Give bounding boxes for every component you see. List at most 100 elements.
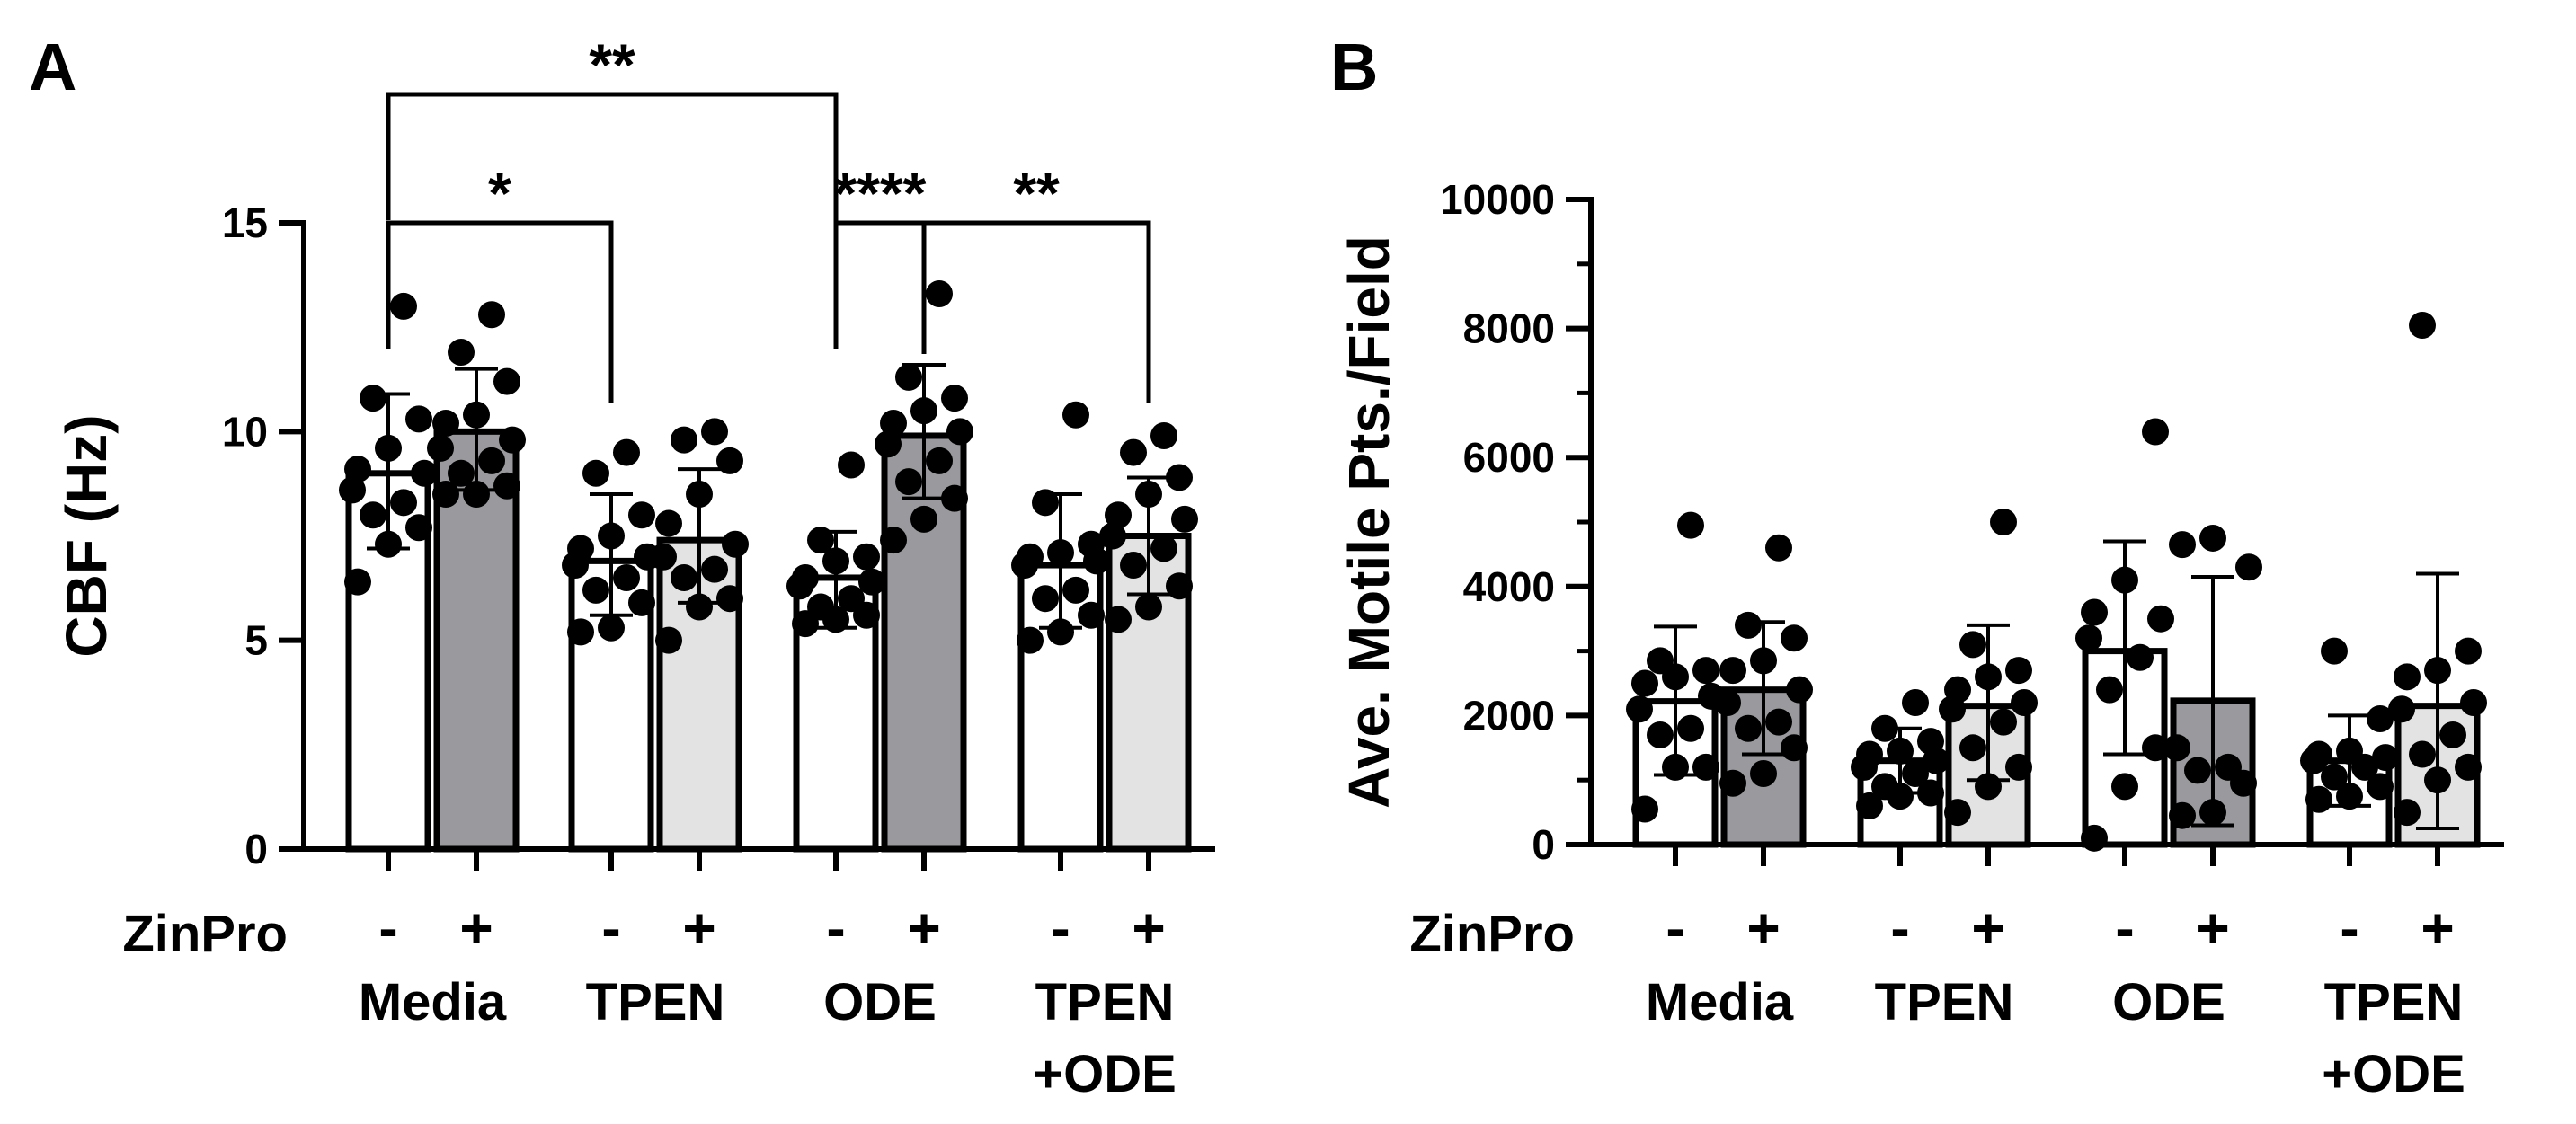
- data-point: [2081, 825, 2108, 852]
- data-point: [716, 447, 743, 474]
- data-point: [1871, 715, 1898, 742]
- data-point: [792, 564, 819, 591]
- data-point: [2096, 677, 2123, 704]
- data-point: [1781, 624, 1808, 651]
- group-label: Media: [359, 973, 507, 1031]
- group-label: Media: [1646, 973, 1794, 1031]
- data-point: [1735, 715, 1762, 742]
- data-point: [910, 397, 937, 424]
- data-point: [1856, 740, 1883, 767]
- data-point: [1902, 689, 1929, 716]
- group-label: TPEN: [586, 973, 725, 1031]
- data-point: [1765, 709, 1792, 736]
- data-point: [2199, 799, 2226, 826]
- data-point: [1959, 631, 1986, 658]
- data-point: [2142, 418, 2169, 445]
- significance-stars: **: [589, 31, 635, 98]
- data-point: [701, 556, 728, 583]
- data-point: [2394, 663, 2421, 690]
- group-label: +ODE: [2322, 1045, 2465, 1103]
- data-point: [360, 501, 386, 528]
- group-label: TPEN: [1035, 973, 1175, 1031]
- data-point: [2169, 802, 2196, 829]
- data-point: [2439, 721, 2466, 748]
- bracket-line: [836, 223, 924, 354]
- data-point: [1662, 754, 1689, 781]
- data-point: [807, 593, 834, 620]
- data-point: [2169, 531, 2196, 558]
- zinpro-sign: -: [601, 896, 620, 960]
- data-point: [941, 485, 968, 512]
- data-point: [390, 293, 417, 320]
- data-point: [807, 527, 834, 553]
- data-point: [1631, 796, 1658, 823]
- data-point: [2184, 757, 2211, 783]
- data-point: [411, 460, 438, 487]
- data-point: [2455, 638, 2482, 665]
- significance-stars: **: [1013, 160, 1060, 226]
- data-point: [2215, 754, 2242, 781]
- data-point: [2455, 754, 2482, 781]
- data-point: [1047, 539, 1074, 566]
- data-point: [1677, 512, 1704, 539]
- data-point: [1626, 695, 1653, 722]
- data-point: [2409, 740, 2436, 767]
- data-point: [478, 301, 505, 328]
- bracket-line: [924, 223, 1149, 403]
- data-point: [880, 410, 907, 437]
- data-point: [701, 418, 728, 445]
- data-point: [1166, 572, 1193, 599]
- data-point: [1719, 770, 1746, 797]
- data-point: [493, 473, 520, 500]
- zinpro-sign: +: [2421, 896, 2454, 960]
- data-point: [895, 468, 922, 495]
- data-point: [1781, 734, 1808, 761]
- data-point: [1677, 715, 1704, 742]
- zinpro-sign: +: [459, 896, 493, 960]
- y-tick-label: 0: [244, 826, 268, 872]
- data-point: [671, 564, 697, 591]
- data-point: [1692, 754, 1719, 781]
- panel-label: A: [29, 30, 76, 104]
- zinpro-sign: +: [907, 896, 940, 960]
- data-point: [1765, 535, 1792, 562]
- data-point: [2111, 567, 2138, 594]
- significance-bracket: **: [924, 160, 1149, 403]
- data-point: [598, 523, 625, 550]
- data-point: [1917, 728, 1944, 755]
- group-label: TPEN: [2324, 973, 2464, 1031]
- zinpro-sign: -: [826, 896, 845, 960]
- data-point: [1135, 593, 1162, 620]
- data-point: [2424, 766, 2451, 793]
- group-label: ODE: [2112, 973, 2225, 1031]
- data-point: [582, 577, 609, 604]
- y-tick-label: 4000: [1463, 563, 1555, 610]
- panel-b-motile-points-chart: B Ave. Motile Pts./Field 0 2000 4000 6000 8000…: [1330, 30, 2504, 1103]
- data-point: [463, 402, 490, 429]
- significance-stars: *: [488, 160, 511, 226]
- data-point: [493, 368, 520, 395]
- panel-label: B: [1330, 30, 1378, 104]
- data-point: [1120, 552, 1147, 579]
- data-point: [2111, 773, 2138, 800]
- data-point: [375, 435, 402, 462]
- data-point: [686, 481, 713, 508]
- data-point: [716, 585, 743, 612]
- data-point: [1944, 677, 1971, 704]
- data-point: [2305, 786, 2332, 813]
- significance-bracket: *: [388, 160, 611, 403]
- data-point: [1032, 489, 1059, 516]
- data-point: [655, 627, 682, 654]
- data-point: [2235, 553, 2262, 580]
- data-point: [2147, 606, 2174, 633]
- data-point: [1959, 734, 1986, 761]
- data-point: [2127, 644, 2154, 671]
- data-point: [1750, 647, 1777, 674]
- data-point: [2372, 744, 2399, 771]
- data-point: [880, 527, 907, 553]
- data-point: [650, 544, 677, 571]
- significance-stars: ****: [834, 160, 927, 226]
- data-point: [1150, 422, 1177, 449]
- data-point: [2388, 695, 2415, 722]
- data-point: [628, 589, 655, 616]
